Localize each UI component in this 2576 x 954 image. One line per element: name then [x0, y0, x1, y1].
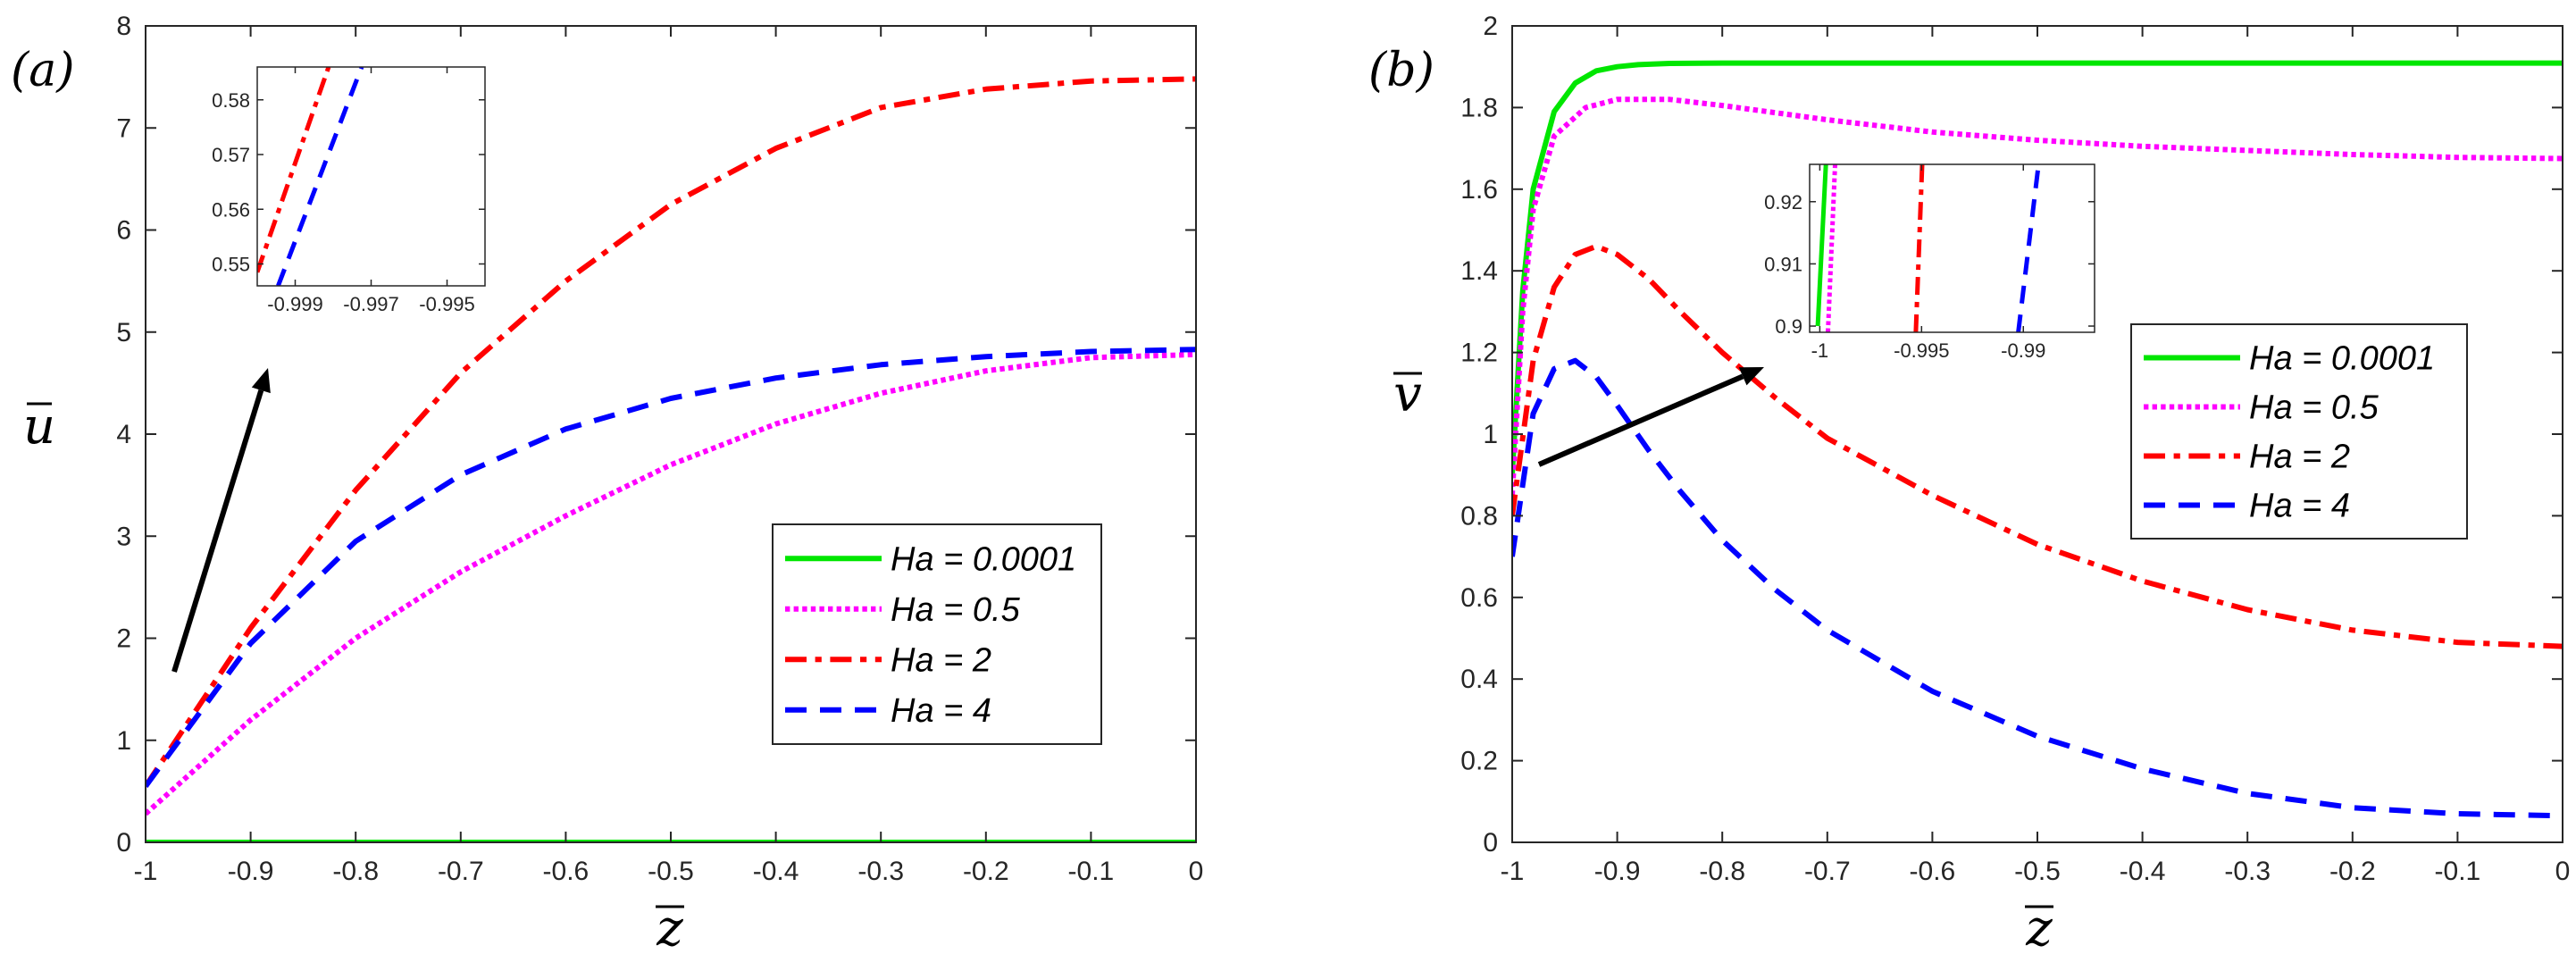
y-tick-label: 2	[116, 624, 131, 654]
inset-y-tick-label: 0.56	[212, 198, 250, 221]
x-tick-label: 0	[1189, 857, 1204, 886]
y-tick-label: 1.4	[1460, 256, 1498, 286]
x-tick-label: -0.3	[857, 857, 904, 886]
y-tick-label: 0.6	[1460, 583, 1498, 613]
x-tick-label: -0.1	[2435, 857, 2481, 886]
x-tick-label: -0.3	[2224, 857, 2271, 886]
x-tick-label: -0.8	[332, 857, 379, 886]
inset-y-tick-label: 0.57	[212, 144, 250, 166]
y-tick-label: 0.8	[1460, 501, 1498, 531]
panel-label-b: (b)	[1368, 44, 1434, 97]
legend-label-2: Ha = 2	[891, 641, 991, 679]
legend-label-1: Ha = 0.5	[891, 591, 1021, 629]
inset-x-tick-label: -0.995	[1894, 339, 1949, 362]
x-axis-label-a: z	[656, 900, 683, 954]
inset-series-line-1	[276, 67, 364, 286]
legend-label-0: Ha = 0.0001	[2249, 340, 2435, 378]
x-axis-label-b: z	[2025, 900, 2053, 954]
inset-frame	[1809, 163, 2095, 333]
series-line-0	[1512, 60, 2563, 475]
x-tick-label: -0.6	[1910, 857, 1956, 886]
x-tick-label: -0.8	[1699, 857, 1745, 886]
inset-y-tick-label: 0.92	[1764, 191, 1802, 213]
inset-y-tick-label: 0.91	[1764, 253, 1802, 275]
annotation-arrow-head	[251, 368, 271, 394]
inset-x-tick-label: -0.999	[267, 293, 322, 315]
y-tick-label: 1	[1483, 420, 1498, 449]
inset-y-tick-label: 0.9	[1775, 315, 1802, 338]
x-tick-label: -1	[1501, 857, 1525, 886]
annotation-arrow-head	[1738, 367, 1764, 386]
series-line-2	[146, 76, 1196, 788]
series-line-3	[146, 347, 1196, 788]
y-tick-label: 7	[116, 113, 131, 143]
y-tick-label: 5	[116, 318, 131, 347]
y-axis-label-b: v	[1393, 365, 1422, 423]
y-tick-label: 0.4	[1460, 665, 1498, 694]
series-line-1	[146, 351, 1196, 816]
y-axis-label-a: u	[23, 398, 55, 456]
x-tick-label: -0.9	[228, 857, 274, 886]
x-tick-label: -0.7	[438, 857, 484, 886]
y-tick-label: 0	[1483, 828, 1498, 858]
y-tick-label: 0.2	[1460, 747, 1498, 776]
chart-panel-b: (b) v z -1 -0.9 -0.8 -0.7 -0.6 -0.5 -0.4 -0.3 -0…	[1368, 12, 2570, 954]
legend-label-3: Ha = 4	[891, 692, 991, 730]
x-tick-label: 0	[2555, 857, 2571, 886]
legend-label-0: Ha = 0.0001	[891, 540, 1076, 578]
x-tick-label: -0.7	[1804, 857, 1851, 886]
legend-label-1: Ha = 0.5	[2249, 389, 2379, 427]
x-tick-label: -0.4	[2120, 857, 2166, 886]
x-tick-label: -0.5	[2014, 857, 2061, 886]
x-tick-label: -0.1	[1068, 857, 1115, 886]
x-tick-label: -0.4	[753, 857, 799, 886]
x-tick-label: -0.6	[543, 857, 590, 886]
legend-label-3: Ha = 4	[2249, 488, 2350, 525]
y-tick-label: 1.6	[1460, 175, 1498, 205]
y-tick-label: 1	[116, 726, 131, 756]
annotation-arrow-shaft	[1537, 373, 1744, 467]
x-tick-label: -1	[134, 857, 158, 886]
inset-series-line-0	[1815, 164, 1828, 327]
x-tick-label: -0.5	[648, 857, 694, 886]
inset-y-tick-label: 0.55	[212, 254, 250, 276]
inset-series-line-2	[1913, 164, 1925, 332]
inset-y-tick-label: 0.58	[212, 89, 250, 112]
annotation-arrow-shaft	[171, 389, 264, 673]
x-tick-label: -0.2	[2329, 857, 2376, 886]
panel-label-a: (a)	[11, 44, 75, 97]
series-line-3	[1512, 357, 2563, 819]
y-tick-label: 4	[116, 420, 131, 449]
inset-x-tick-label: -0.99	[2001, 339, 2045, 362]
y-tick-label: 6	[116, 216, 131, 246]
y-tick-label: 0	[116, 828, 131, 858]
y-tick-label: 3	[116, 522, 131, 551]
inset-x-tick-label: -0.997	[343, 293, 398, 315]
legend-label-2: Ha = 2	[2249, 439, 2350, 476]
y-tick-label: 1.8	[1460, 93, 1498, 122]
y-tick-label: 2	[1483, 12, 1498, 41]
inset-x-tick-label: -1	[1811, 339, 1829, 362]
x-tick-label: -0.9	[1594, 857, 1641, 886]
x-tick-label: -0.2	[963, 857, 1009, 886]
inset-background	[257, 67, 485, 286]
inset-x-tick-label: -0.995	[419, 293, 474, 315]
chart-panel-a: (a) u z -1 -0.9 -0.8 -0.7 -0.6 -0.5 -0.4 -0.3 -0…	[11, 12, 1203, 954]
y-tick-label: 1.2	[1460, 339, 1498, 368]
series-line-1	[1512, 96, 2563, 496]
inset-background	[1810, 164, 2095, 332]
y-tick-label: 8	[116, 12, 131, 41]
